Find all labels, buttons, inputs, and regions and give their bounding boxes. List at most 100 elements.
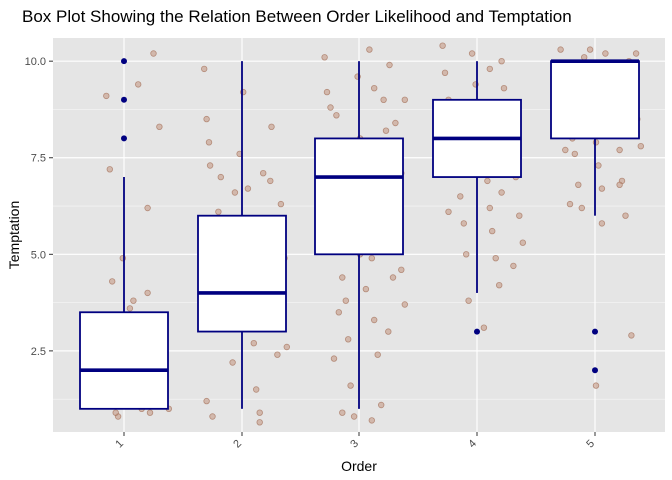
jitter-point xyxy=(439,42,446,49)
jitter-point xyxy=(283,343,290,351)
jitter-point xyxy=(335,309,342,316)
jitter-point xyxy=(460,220,467,227)
jitter-point xyxy=(489,227,496,235)
jitter-point xyxy=(500,84,508,92)
jitter-point xyxy=(250,340,257,347)
jitter-point xyxy=(380,96,387,103)
jitter-point xyxy=(342,297,349,304)
jitter-point xyxy=(144,204,151,212)
jitter-point xyxy=(374,351,381,358)
jitter-point xyxy=(498,58,505,65)
jitter-point xyxy=(598,185,606,192)
box-3 xyxy=(314,61,404,409)
jitter-point xyxy=(392,119,399,127)
jitter-point xyxy=(339,409,346,416)
x-tick-label: 2 xyxy=(231,438,244,451)
jitter-point xyxy=(103,92,110,100)
jitter-point xyxy=(327,104,334,111)
jitter-point xyxy=(557,46,564,53)
jitter-point xyxy=(445,208,452,215)
chart-title: Box Plot Showing the Relation Between Or… xyxy=(22,7,572,26)
jitter-point xyxy=(371,84,378,92)
jitter-point xyxy=(578,204,585,212)
jitter-point xyxy=(484,177,491,185)
jitter-point xyxy=(206,162,214,169)
jitter-point xyxy=(592,382,600,389)
jitter-point xyxy=(581,54,588,61)
box-iqr xyxy=(197,214,287,333)
jitter-point xyxy=(441,69,449,76)
box-4 xyxy=(432,61,522,335)
jitter-point xyxy=(200,65,208,73)
jitter-point xyxy=(389,274,397,281)
jitter-point xyxy=(637,142,644,150)
jitter-point xyxy=(368,255,375,262)
jitter-point xyxy=(492,255,499,262)
jitter-point xyxy=(496,282,503,289)
jitter-point xyxy=(134,81,142,88)
jitter-point xyxy=(628,332,635,339)
jitter-point xyxy=(575,181,582,188)
jitter-point xyxy=(156,123,163,130)
jitter-point xyxy=(112,409,119,416)
box-iqr xyxy=(550,60,640,140)
jitter-point xyxy=(229,359,236,366)
jitter-point xyxy=(106,166,113,173)
jitter-point xyxy=(510,262,517,270)
y-tick-label: 2.5 xyxy=(31,346,46,358)
jitter-point xyxy=(260,169,267,177)
jitter-point xyxy=(323,88,331,96)
jitter-point xyxy=(203,115,210,123)
jitter-point xyxy=(339,274,346,281)
jitter-point xyxy=(480,324,488,331)
outlier-point xyxy=(474,328,480,335)
jitter-point xyxy=(386,61,393,69)
jitter-point xyxy=(592,139,600,146)
jitter-point xyxy=(401,96,408,103)
jitter-point xyxy=(566,200,574,208)
jitter-point xyxy=(519,239,526,246)
x-tick-label: 1 xyxy=(113,438,126,451)
jitter-point xyxy=(362,285,370,293)
jitter-point xyxy=(150,50,157,57)
y-tick-label: 10.0 xyxy=(25,56,46,68)
jitter-point xyxy=(205,139,213,146)
axes: 2.5 5.0 7.5 10.0 1 2 3 4 5 xyxy=(25,56,598,450)
jitter-point xyxy=(347,382,354,389)
jitter-point xyxy=(586,46,594,53)
jitter-point xyxy=(595,162,602,169)
x-tick-label: 5 xyxy=(584,438,597,451)
jitter-point xyxy=(268,123,275,130)
jitter-point xyxy=(231,189,239,196)
jitter-point xyxy=(333,112,340,119)
box-iqr xyxy=(79,311,169,410)
x-axis-title: Order xyxy=(341,458,377,474)
jitter-point xyxy=(130,297,137,304)
jitter-point xyxy=(622,212,629,219)
jitter-point xyxy=(345,336,352,343)
y-axis-title: Temptation xyxy=(6,201,22,269)
jitter-point xyxy=(146,409,154,416)
jitter-point xyxy=(256,419,263,426)
jitter-point xyxy=(463,251,470,258)
outlier-point xyxy=(592,367,598,374)
box-iqr xyxy=(314,137,404,256)
jitter-point xyxy=(465,297,472,304)
jitter-point xyxy=(256,409,263,416)
jitter-point xyxy=(516,212,523,219)
jitter-point xyxy=(277,200,285,208)
jitter-point xyxy=(616,181,623,188)
jitter-point xyxy=(126,305,134,312)
jitter-point xyxy=(371,316,378,324)
jitter-point xyxy=(385,328,392,335)
jitter-point xyxy=(321,54,328,61)
box-2 xyxy=(197,61,287,409)
box-5 xyxy=(550,59,640,374)
y-tick-label: 7.5 xyxy=(31,153,46,165)
jitter-point xyxy=(350,413,358,420)
jitter-point xyxy=(486,204,493,212)
jitter-point xyxy=(267,177,274,185)
outlier-point xyxy=(121,135,127,142)
jitter-point xyxy=(217,173,224,181)
